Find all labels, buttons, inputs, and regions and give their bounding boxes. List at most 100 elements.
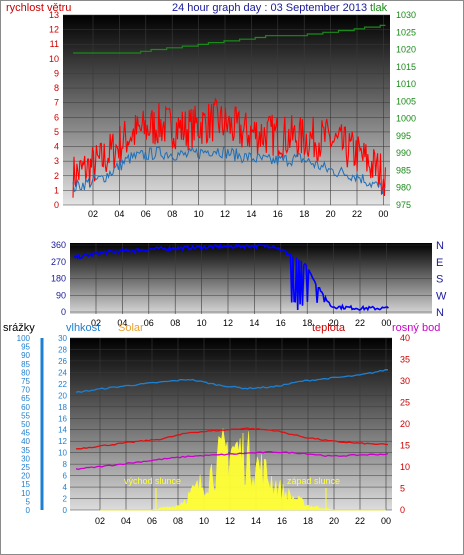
rain-tick-label: 10 (21, 489, 30, 498)
temperature-tick-label: 20 (400, 419, 410, 429)
wind-series (72, 24, 386, 198)
temperature-tick-label: 30 (400, 376, 410, 386)
rain-tick-label: 70 (21, 386, 30, 395)
rain-tick-label: 95 (21, 343, 30, 352)
humidity-tick-label: 26 (58, 357, 67, 366)
wind-x-tick-label: 20 (326, 209, 336, 219)
direction-tick-label: 90 (56, 290, 66, 300)
rain-axis-title: srážky (3, 322, 35, 334)
temperature-tick-label: 10 (400, 462, 410, 472)
humidity-tick-label: 22 (58, 380, 67, 389)
wind-x-tick-label: 00 (378, 209, 388, 219)
rain-tick-label: 50 (21, 420, 30, 429)
pressure-tick-label: 1015 (396, 62, 416, 72)
wind-x-tick-label: 10 (194, 209, 204, 219)
rain-axis: 0510152025303540455055606570758085909510… (17, 334, 44, 515)
wind-speed-tick-label: 3 (54, 156, 59, 166)
wind-average-line (72, 145, 386, 195)
direction-axis: 0 90 180 270 360 (51, 240, 66, 317)
pressure-tick-label: 985 (396, 165, 411, 175)
temperature-tick-label: 35 (400, 355, 410, 365)
humidity-tick-label: 4 (63, 483, 68, 492)
temperature-axis: 0 5 10 15 20 25 30 35 40 (400, 333, 410, 515)
rain-tick-label: 90 (21, 351, 30, 360)
rain-tick-label: 85 (21, 360, 30, 369)
wind-x-tick-label: 02 (88, 209, 98, 219)
solar-area (100, 428, 386, 511)
wind-x-tick-label: 14 (246, 209, 256, 219)
pressure-line (73, 24, 386, 54)
temperature-tick-label: 25 (400, 398, 410, 408)
humidity-line (75, 369, 389, 393)
rain-tick-label: 15 (21, 480, 30, 489)
rain-tick-label: 80 (21, 368, 30, 377)
rain-tick-label: 60 (21, 403, 30, 412)
wind-direction-line (73, 243, 389, 312)
direction-tick-label: 180 (51, 274, 66, 284)
wind-x-tick-label: 12 (220, 209, 230, 219)
direction-x-tick-label: 06 (144, 318, 154, 328)
climate-x-tick-label: 16 (277, 516, 287, 526)
climate-x-tick-label: 10 (199, 516, 209, 526)
climate-x-tick-label: 04 (121, 516, 131, 526)
climate-x-tick-label: 18 (303, 516, 313, 526)
wind-time-axis: 02 04 06 08 10 12 14 16 18 20 22 00 (88, 209, 388, 219)
climate-x-tick-label: 00 (381, 516, 391, 526)
humidity-tick-label: 18 (58, 403, 67, 412)
pressure-tick-label: 995 (396, 131, 411, 141)
direction-x-tick-label: 18 (302, 318, 312, 328)
compass-label: E (436, 257, 443, 269)
direction-x-tick-label: 22 (355, 318, 365, 328)
climate-time-axis: 02 04 06 08 10 12 14 16 18 20 22 00 (95, 516, 391, 526)
humidity-tick-label: 2 (63, 495, 68, 504)
direction-series (73, 243, 389, 312)
rain-tick-label: 75 (21, 377, 30, 386)
wind-speed-tick-label: 9 (54, 68, 59, 78)
wind-speed-tick-label: 6 (54, 112, 59, 122)
direction-x-tick-label: 14 (249, 318, 259, 328)
dewpoint-axis-title: rosný bod (392, 322, 440, 334)
pressure-tick-label: 980 (396, 183, 411, 193)
compass-label: W (436, 290, 447, 302)
direction-time-axis: 02 04 06 08 10 12 14 16 18 20 22 00 (91, 318, 391, 328)
humidity-tick-label: 0 (63, 506, 68, 515)
climate-x-tick-label: 14 (251, 516, 261, 526)
wind-speed-tick-label: 1 (54, 185, 59, 195)
direction-tick-label: 270 (51, 257, 66, 267)
temperature-axis-title: teplota (312, 322, 346, 334)
climate-x-tick-label: 06 (147, 516, 157, 526)
wind-x-tick-label: 08 (167, 209, 177, 219)
compass-label: N (436, 240, 444, 252)
direction-x-tick-label: 16 (276, 318, 286, 328)
direction-x-tick-label: 20 (329, 318, 339, 328)
sunrise-annotation: východ slunce (124, 476, 181, 486)
rain-tick-label: 20 (21, 472, 30, 481)
humidity-tick-label: 16 (58, 414, 67, 423)
wind-x-tick-label: 18 (299, 209, 309, 219)
wind-axis-title: rychlost větru (6, 2, 71, 14)
rain-tick-label: 65 (21, 394, 30, 403)
wind-speed-tick-label: 11 (50, 39, 59, 49)
wind-x-tick-label: 22 (352, 209, 362, 219)
temperature-tick-label: 40 (400, 333, 410, 343)
temperature-tick-label: 0 (400, 505, 405, 515)
direction-x-tick-label: 10 (197, 318, 207, 328)
humidity-tick-label: 24 (58, 368, 67, 377)
humidity-tick-label: 8 (63, 460, 68, 469)
direction-x-tick-label: 04 (117, 318, 127, 328)
wind-x-tick-label: 06 (141, 209, 151, 219)
rain-tick-label: 45 (21, 429, 30, 438)
humidity-tick-label: 12 (58, 437, 67, 446)
rain-tick-label: 55 (21, 411, 30, 420)
humidity-tick-label: 10 (58, 449, 67, 458)
wind-x-tick-label: 04 (114, 209, 124, 219)
dewpoint-line (75, 450, 389, 470)
climate-x-tick-label: 20 (329, 516, 339, 526)
rain-tick-label: 35 (21, 446, 30, 455)
wind-speed-tick-label: 13 (49, 10, 59, 20)
pressure-axis: 975 980 985 990 995 1000 1005 1010 1015 1020 1025 1… (396, 10, 416, 210)
pressure-tick-label: 1025 (396, 27, 416, 37)
climate-series (75, 369, 389, 511)
sunset-annotation: západ slunce (287, 476, 340, 486)
